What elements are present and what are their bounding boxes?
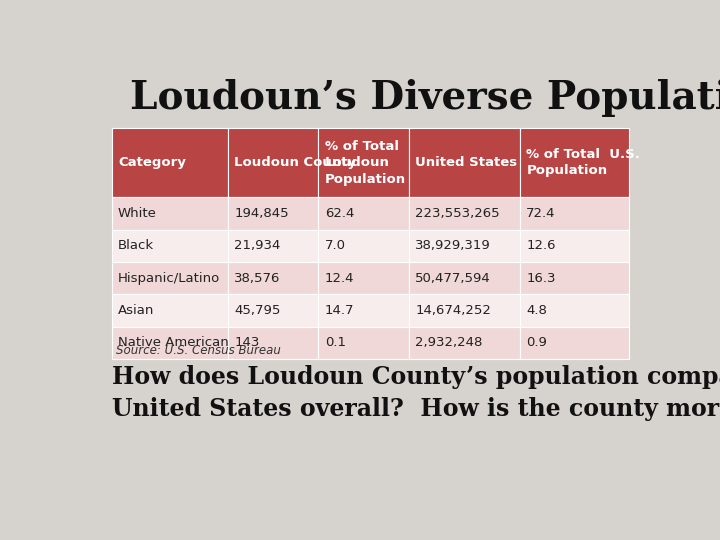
Text: 38,929,319: 38,929,319 (415, 239, 491, 252)
Text: 0.1: 0.1 (325, 336, 346, 349)
Text: 21,934: 21,934 (234, 239, 281, 252)
Text: 223,553,265: 223,553,265 (415, 207, 500, 220)
Bar (318, 128, 409, 197)
Text: Asian: Asian (118, 304, 154, 317)
Text: 62.4: 62.4 (325, 207, 354, 220)
Text: Loudoun’s Diverse Population, 2010: Loudoun’s Diverse Population, 2010 (130, 79, 720, 117)
Bar (112, 294, 228, 327)
Bar (228, 327, 318, 359)
Bar (520, 327, 629, 359)
Bar (112, 197, 228, 230)
Bar (409, 327, 520, 359)
Text: Source: U.S. Census Bureau: Source: U.S. Census Bureau (116, 343, 281, 356)
Text: United States: United States (415, 156, 517, 169)
Text: 7.0: 7.0 (325, 239, 346, 252)
Bar (318, 294, 409, 327)
Text: 38,576: 38,576 (234, 272, 281, 285)
Bar (409, 197, 520, 230)
Bar (520, 262, 629, 294)
Text: Black: Black (118, 239, 154, 252)
Bar (409, 128, 520, 197)
Text: 50,477,594: 50,477,594 (415, 272, 491, 285)
Text: % of Total
Loudoun
Population: % of Total Loudoun Population (325, 140, 406, 186)
Text: 16.3: 16.3 (526, 272, 556, 285)
Bar (318, 327, 409, 359)
Text: % of Total  U.S.
Population: % of Total U.S. Population (526, 148, 640, 177)
Bar (409, 230, 520, 262)
Bar (409, 294, 520, 327)
Bar (520, 128, 629, 197)
Text: Loudoun County: Loudoun County (234, 156, 356, 169)
Bar (228, 262, 318, 294)
Text: 12.6: 12.6 (526, 239, 556, 252)
Text: 45,795: 45,795 (234, 304, 281, 317)
Text: 12.4: 12.4 (325, 272, 354, 285)
Bar (520, 294, 629, 327)
Bar (520, 230, 629, 262)
Bar (228, 230, 318, 262)
Bar (112, 262, 228, 294)
Bar (228, 294, 318, 327)
Text: How does Loudoun County’s population compare with that of the
United States over: How does Loudoun County’s population com… (112, 365, 720, 421)
Text: Native American: Native American (118, 336, 229, 349)
Bar (112, 327, 228, 359)
Text: 4.8: 4.8 (526, 304, 547, 317)
Text: White: White (118, 207, 157, 220)
Text: 14,674,252: 14,674,252 (415, 304, 491, 317)
Bar (520, 197, 629, 230)
Text: 143: 143 (234, 336, 260, 349)
Bar (112, 230, 228, 262)
Bar (228, 197, 318, 230)
Bar (318, 262, 409, 294)
Bar (318, 230, 409, 262)
Text: 0.9: 0.9 (526, 336, 547, 349)
Text: Category: Category (118, 156, 186, 169)
Text: 72.4: 72.4 (526, 207, 556, 220)
Bar (409, 262, 520, 294)
Bar (318, 197, 409, 230)
Text: 194,845: 194,845 (234, 207, 289, 220)
Text: 14.7: 14.7 (325, 304, 354, 317)
Text: 2,932,248: 2,932,248 (415, 336, 482, 349)
Text: Hispanic/Latino: Hispanic/Latino (118, 272, 220, 285)
Bar (228, 128, 318, 197)
Bar (112, 128, 228, 197)
